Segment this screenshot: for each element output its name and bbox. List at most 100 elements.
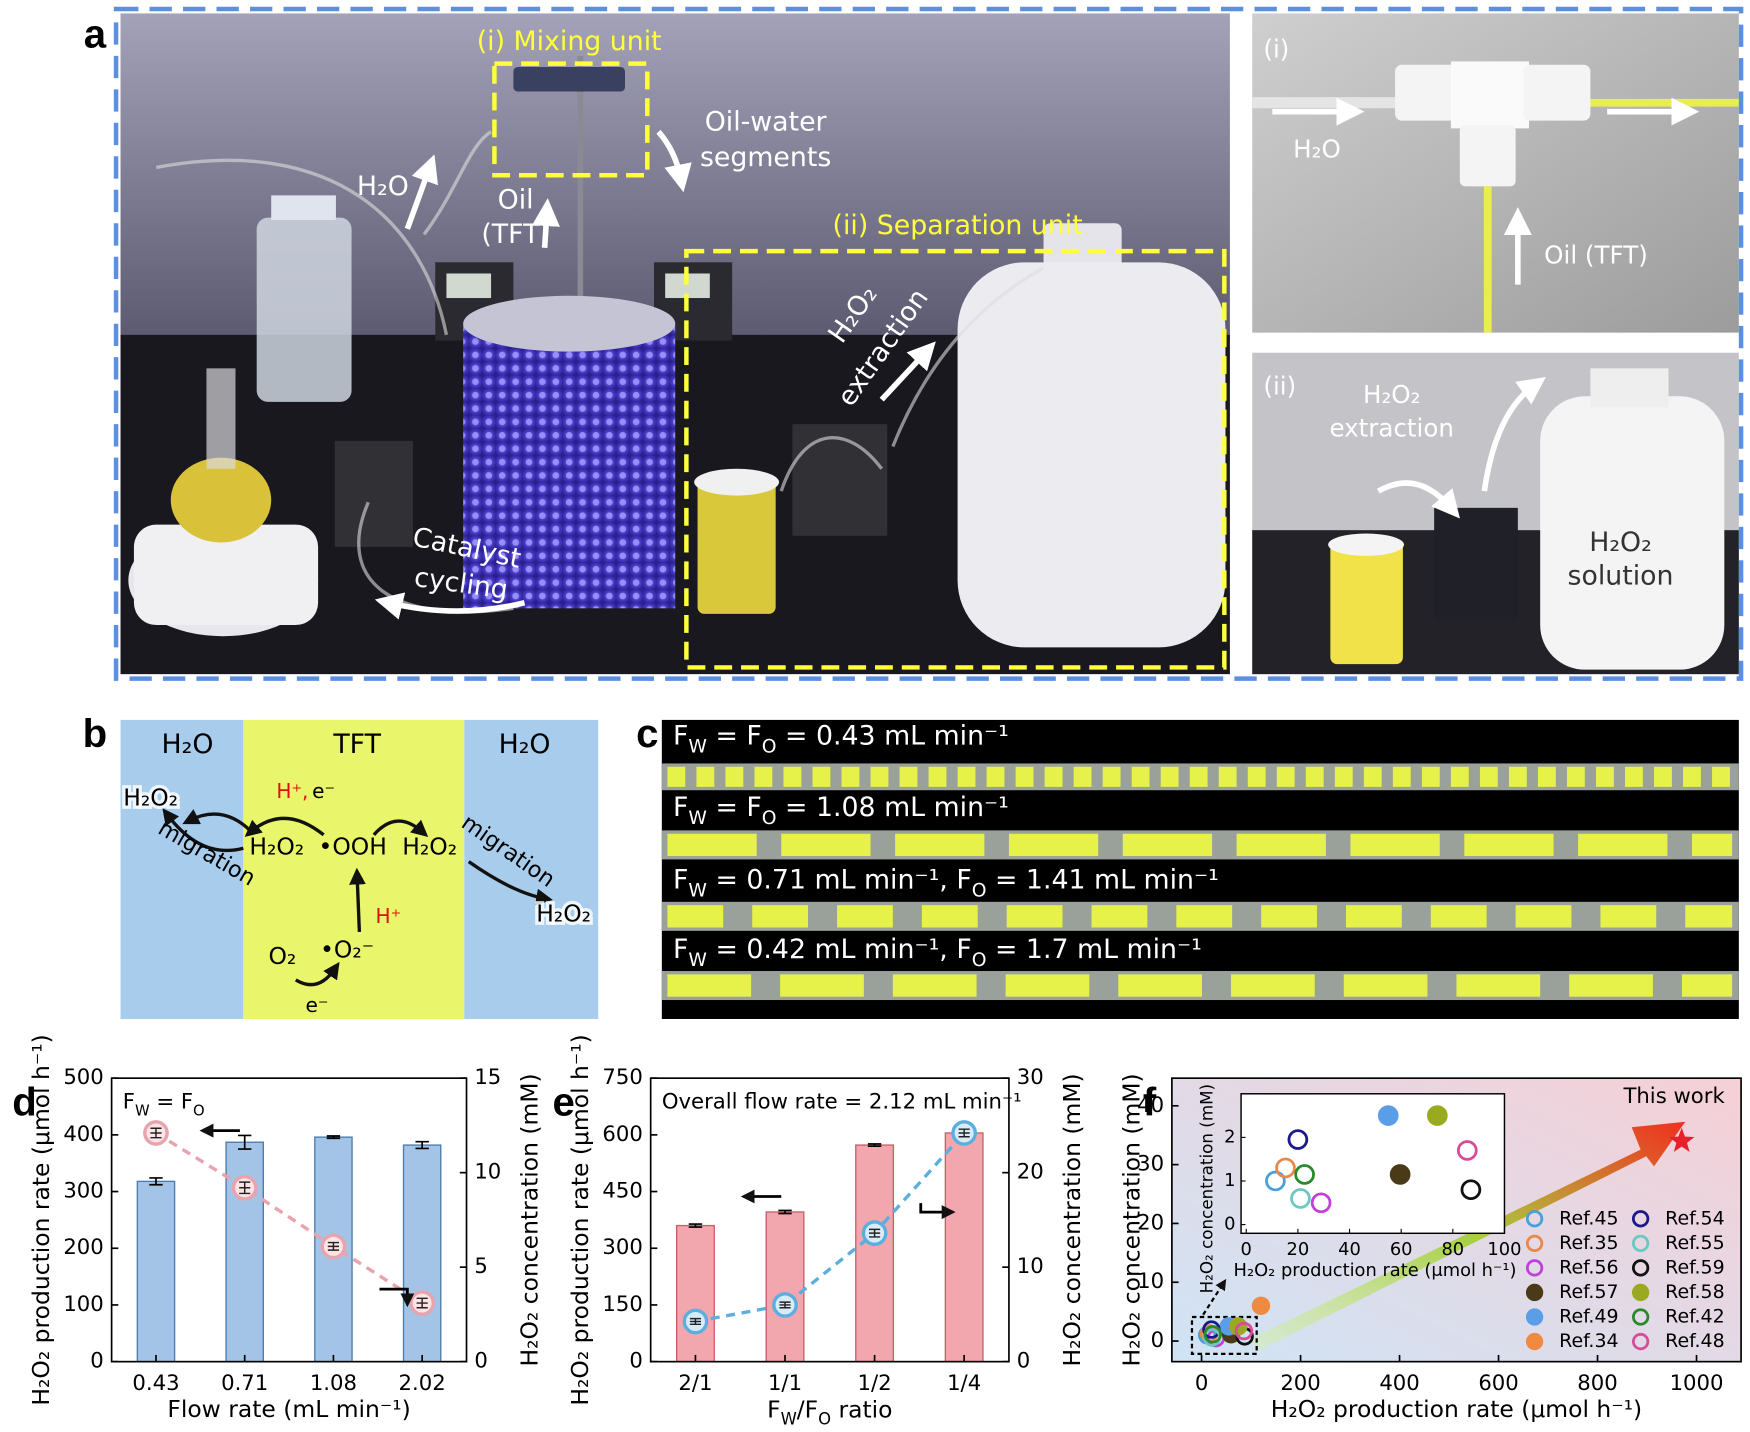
y-axis-title: H₂O₂ production rate (μmol h⁻¹) bbox=[27, 1034, 55, 1405]
data-point bbox=[1203, 1325, 1222, 1344]
text-part: = 1.7 mL min⁻¹ bbox=[986, 933, 1201, 964]
oil-segment bbox=[921, 905, 978, 928]
diagram-label: H⁺ bbox=[376, 904, 402, 928]
tube-stripes bbox=[661, 763, 1739, 1001]
inset-y-tick-label: 2 bbox=[1224, 1126, 1235, 1147]
subscript: O bbox=[762, 808, 777, 829]
oil-segment bbox=[1683, 766, 1701, 787]
bar bbox=[944, 1132, 984, 1363]
inset-x-title: H₂O₂ production rate (μmol h⁻¹) bbox=[1234, 1260, 1517, 1281]
oil-segment bbox=[1160, 766, 1179, 787]
y-tick-label: 0 bbox=[1151, 1327, 1164, 1352]
legend-marker bbox=[1631, 1332, 1650, 1351]
oil-segment bbox=[1464, 833, 1554, 857]
diagram-label: TFT bbox=[332, 729, 381, 760]
oil-segment bbox=[1595, 766, 1614, 787]
data-point bbox=[1389, 1164, 1411, 1185]
oil-segment bbox=[1073, 766, 1092, 787]
photo-label: Oil-water bbox=[705, 106, 827, 137]
subscript: W bbox=[781, 1410, 797, 1429]
oil-segment bbox=[1231, 974, 1315, 997]
photo-label: (i) bbox=[1263, 34, 1289, 63]
diagram-label: H₂O bbox=[499, 729, 551, 760]
diagram-label: e⁻ bbox=[312, 779, 335, 803]
data-point bbox=[1234, 1321, 1254, 1341]
trend-line bbox=[155, 1131, 424, 1305]
oil-segment bbox=[1508, 766, 1527, 787]
oil-segment bbox=[667, 974, 752, 997]
highlight-label: This work bbox=[1622, 1083, 1725, 1108]
oil-segment bbox=[1236, 833, 1326, 857]
error-bar bbox=[867, 1143, 882, 1148]
panel-label: c bbox=[636, 711, 658, 756]
y-tick-label: 20 bbox=[1137, 1209, 1164, 1234]
oil-segment bbox=[1218, 766, 1237, 787]
legend-marker bbox=[1631, 1283, 1650, 1302]
y-tick-label: 30 bbox=[1137, 1151, 1164, 1176]
diagram-label: H₂O₂ bbox=[536, 900, 591, 928]
oil-segment bbox=[1691, 833, 1733, 857]
oil-segment bbox=[812, 766, 831, 787]
oil-segment bbox=[957, 766, 976, 787]
bar bbox=[225, 1141, 265, 1363]
trend-arrow bbox=[1250, 1121, 1686, 1351]
oil-segment bbox=[892, 974, 977, 997]
error-bar bbox=[689, 1317, 702, 1326]
inset-x-tick-label: 80 bbox=[1441, 1239, 1464, 1260]
oil-segment bbox=[1566, 766, 1585, 787]
inset-x-tick-label: 0 bbox=[1241, 1239, 1252, 1260]
data-point bbox=[1275, 1157, 1296, 1179]
x-axis-title: FW/FO ratio bbox=[767, 1395, 892, 1429]
y2-axis-title: H₂O₂ concentration (mM) bbox=[516, 1073, 544, 1366]
oil-segment bbox=[1515, 905, 1572, 928]
diagram-label: H₂O₂ bbox=[123, 784, 178, 812]
text-part: /F bbox=[797, 1395, 818, 1423]
mechanism-diagram bbox=[120, 719, 599, 1020]
trend-line bbox=[695, 1131, 966, 1324]
x-tick-label: 200 bbox=[1280, 1370, 1320, 1395]
oil-segment bbox=[1681, 974, 1733, 997]
y-tick-label: 400 bbox=[63, 1121, 103, 1146]
legend-marker bbox=[1631, 1259, 1650, 1277]
legend-marker bbox=[1525, 1308, 1544, 1326]
data-point bbox=[1290, 1188, 1311, 1209]
subscript: O bbox=[972, 881, 987, 902]
data-point bbox=[1377, 1105, 1399, 1126]
y-axis-title: H₂O₂ production rate (μmol h⁻¹) bbox=[566, 1034, 594, 1405]
error-bar bbox=[239, 1181, 251, 1195]
panel-a-border bbox=[113, 6, 1744, 681]
x-tick-label: 1000 bbox=[1670, 1370, 1724, 1395]
legend-label: Ref.45 bbox=[1559, 1207, 1618, 1229]
legend-marker bbox=[1525, 1210, 1544, 1228]
oil-segment bbox=[1363, 766, 1382, 787]
y2-tick-label: 10 bbox=[1017, 1253, 1044, 1278]
highlight-star bbox=[1668, 1127, 1695, 1152]
data-point bbox=[1251, 1296, 1271, 1315]
oil-segment bbox=[870, 766, 889, 787]
oil-segment bbox=[837, 905, 893, 928]
oil-segment bbox=[1189, 766, 1208, 787]
subscript: O bbox=[193, 1102, 205, 1119]
y2-tick-label: 0 bbox=[1017, 1348, 1030, 1373]
text-part: = 0.43 mL min⁻¹ bbox=[777, 720, 1009, 751]
x-tick-label: 400 bbox=[1379, 1370, 1419, 1395]
inset-y-title: H₂O₂ concentration (mM) bbox=[1197, 1084, 1217, 1294]
y-tick-label: 600 bbox=[602, 1121, 642, 1146]
data-point bbox=[1310, 1192, 1332, 1214]
error-bar bbox=[415, 1140, 429, 1150]
text-part: F bbox=[767, 1395, 780, 1423]
oil-segment bbox=[667, 766, 686, 787]
diagram-label: O₂ bbox=[268, 942, 296, 970]
bar bbox=[855, 1144, 895, 1363]
diagram-label: •O₂⁻ bbox=[320, 935, 374, 963]
oil-segment bbox=[1118, 974, 1203, 997]
error-bar bbox=[688, 1223, 703, 1228]
axis-pointer bbox=[379, 1287, 415, 1308]
oil-segment bbox=[1569, 974, 1653, 997]
y2-tick-label: 30 bbox=[1017, 1064, 1044, 1089]
oil-segment bbox=[986, 766, 1005, 787]
diagram-label: H⁺, bbox=[276, 779, 308, 803]
data-point bbox=[1427, 1105, 1448, 1126]
oil-segment bbox=[1015, 766, 1034, 787]
oil-segment bbox=[752, 905, 809, 928]
